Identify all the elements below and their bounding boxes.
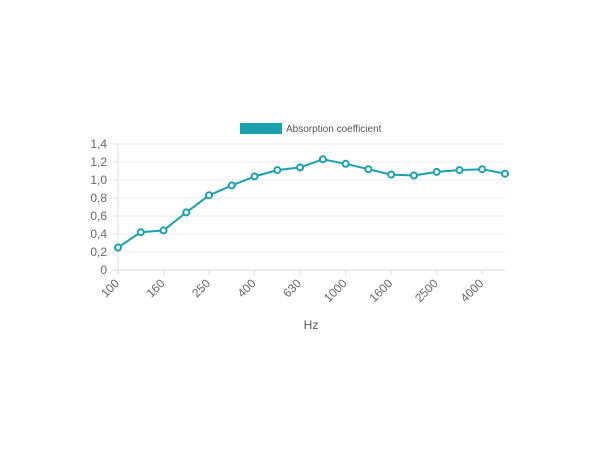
x-axis-ticks: 100 160 250 400 630 1000 1600 2500 4000 [98,270,487,305]
x-axis-title: Hz [304,318,319,332]
data-point[interactable] [341,159,350,168]
y-tick-label: 0,8 [90,191,107,205]
data-point[interactable] [478,165,487,174]
data-point[interactable] [273,166,282,175]
x-tick-label: 400 [235,276,259,300]
chart-axes [113,144,505,271]
data-point[interactable] [501,169,509,178]
data-point[interactable] [455,166,464,175]
data-point[interactable] [114,243,122,252]
data-point[interactable] [227,181,236,190]
y-tick-label: 0,4 [90,227,107,241]
x-tick-label: 630 [280,276,304,300]
y-tick-label: 1,4 [90,137,107,151]
data-point[interactable] [182,208,191,217]
y-tick-label: 1,2 [90,155,107,169]
data-point[interactable] [387,170,396,179]
x-tick-label: 1000 [321,276,350,305]
x-tick-label: 160 [144,276,168,300]
chart-legend[interactable]: Absorption coefficient [240,123,382,135]
x-tick-label: 250 [189,276,213,300]
x-tick-label: 1600 [367,276,396,305]
y-tick-label: 0,2 [90,245,107,259]
y-tick-label: 1,0 [90,173,107,187]
data-point[interactable] [159,226,168,235]
data-point[interactable] [136,228,145,237]
chart-gridlines [118,143,505,253]
y-tick-label: 0,6 [90,209,107,223]
data-point[interactable] [296,163,305,172]
data-point[interactable] [432,167,441,176]
series-absorption [114,155,509,252]
x-tick-label: 2500 [412,276,441,305]
data-point[interactable] [364,165,373,174]
x-tick-label: 100 [98,276,122,300]
y-axis-ticks: 0 0,2 0,4 0,6 0,8 1,0 1,2 1,4 [90,137,118,277]
data-point[interactable] [205,191,214,200]
x-tick-label: 4000 [458,276,487,305]
data-point[interactable] [409,171,418,180]
data-point[interactable] [318,155,327,164]
legend-swatch [240,123,282,134]
legend-label: Absorption coefficient [286,124,382,135]
y-tick-label: 0 [100,263,107,277]
data-point[interactable] [250,172,259,181]
